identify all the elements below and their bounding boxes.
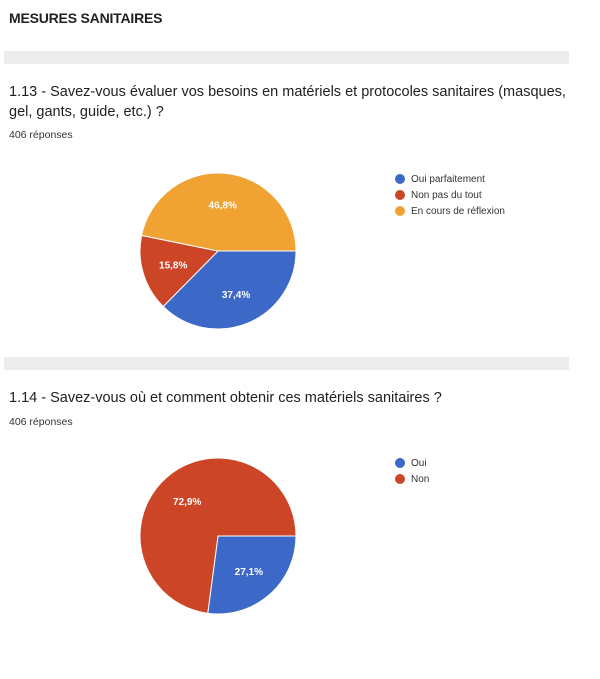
legend-item[interactable]: En cours de réflexion — [395, 203, 505, 219]
slice-label: 46,8% — [209, 200, 237, 211]
slice-label: 27,1% — [235, 567, 263, 578]
slice-label: 72,9% — [173, 497, 201, 508]
legend-dot-icon — [395, 174, 405, 184]
question-title-1-14: 1.14 - Savez-vous où et comment obtenir … — [9, 390, 442, 406]
section-title: MESURES SANITAIRES — [9, 10, 163, 26]
legend-item[interactable]: Oui — [395, 455, 429, 471]
pie-slice[interactable] — [162, 250, 297, 330]
pie-slice[interactable] — [139, 457, 297, 614]
slice-label: 37,4% — [222, 290, 250, 301]
legend: Oui Non — [395, 455, 429, 487]
legend-label: Oui parfaitement — [411, 173, 485, 185]
legend-item[interactable]: Non pas du tout — [395, 187, 505, 203]
legend-dot-icon — [395, 206, 405, 216]
legend-label: Oui — [411, 457, 427, 469]
slice-label: 15,8% — [159, 261, 187, 272]
pie-slice[interactable] — [139, 234, 220, 308]
legend-dot-icon — [395, 474, 405, 484]
legend-label: Non — [411, 473, 430, 485]
divider — [4, 51, 569, 64]
legend-item[interactable]: Non — [395, 471, 429, 487]
legend-dot-icon — [395, 458, 405, 468]
legend-label: Non pas du tout — [411, 189, 482, 201]
divider — [4, 357, 569, 370]
legend: Oui parfaitement Non pas du tout En cours … — [395, 171, 505, 219]
question-title-1-13: 1.13 - Savez-vous évaluer vos besoins en… — [9, 84, 566, 120]
legend-dot-icon — [395, 190, 405, 200]
legend-label: En cours de réflexion — [411, 205, 505, 217]
pie-slice[interactable] — [207, 535, 297, 615]
response-count: 406 réponses — [9, 129, 73, 141]
legend-item[interactable]: Oui parfaitement — [395, 171, 505, 187]
pie-slice[interactable] — [140, 172, 297, 252]
response-count: 406 réponses — [9, 416, 73, 428]
